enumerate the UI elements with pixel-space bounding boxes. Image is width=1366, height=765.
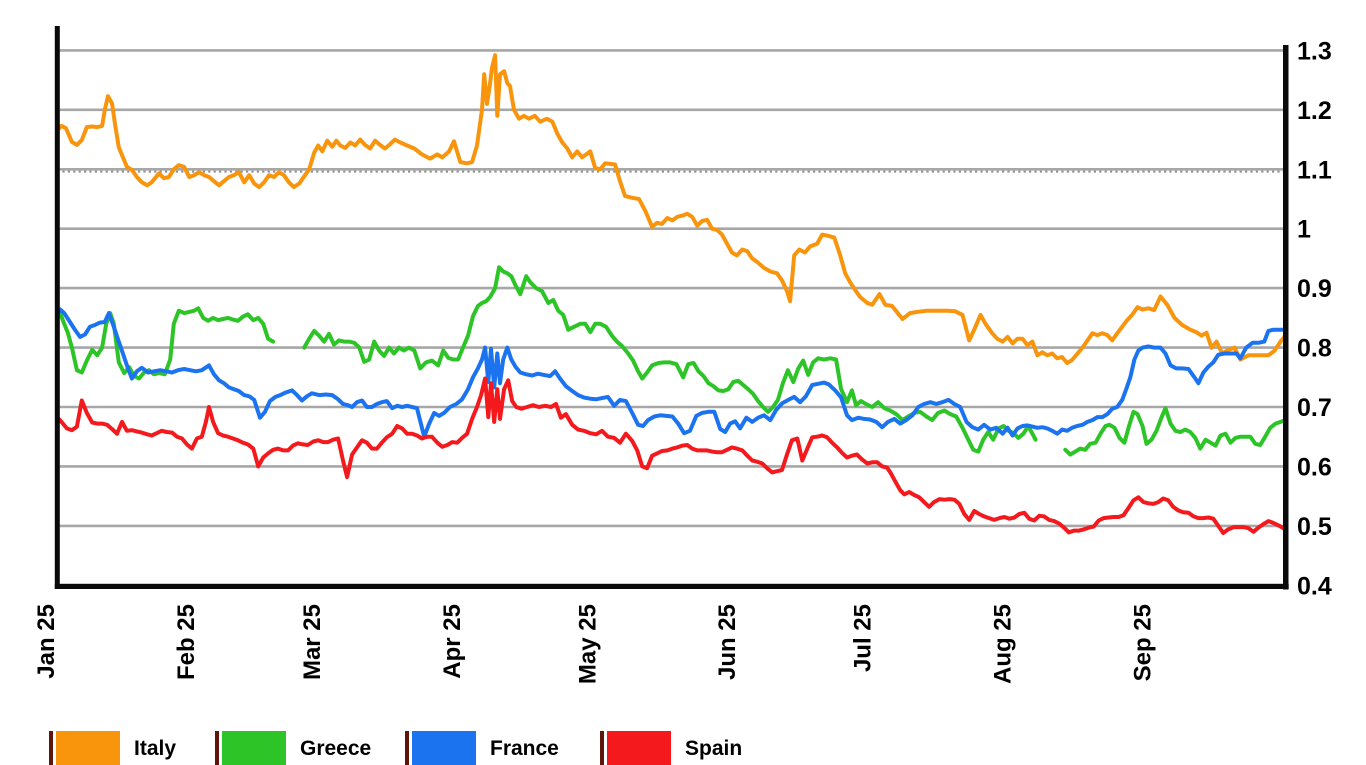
x-axis-label-apr-25: Apr 25 [439,604,466,679]
series-line-greece [55,306,276,381]
x-axis-label-may-25: May 25 [574,604,601,684]
y-axis-label-0.5: 0.5 [1297,513,1332,541]
legend-label-spain: Spain [685,737,743,760]
series-spain [55,376,1288,535]
series-greece [55,265,1288,457]
y-axis-line-left [54,26,60,589]
legend-swatch-france [412,731,476,765]
x-axis-label-jul-25: Jul 25 [850,604,877,672]
legend-label-france: France [490,737,559,760]
x-axis-label-mar-25: Mar 25 [299,604,326,680]
series-france [55,307,1288,439]
series-line-france [55,307,1288,439]
series-line-greece [1063,406,1288,457]
legend-label-italy: Italy [134,737,177,760]
legend-sliver-spain [600,731,604,765]
legend-swatch-greece [222,731,286,765]
y-axis-label-0.4: 0.4 [1297,572,1332,600]
series-line-greece [302,265,1038,454]
series-italy [55,53,1288,365]
legend-sliver-italy [49,731,53,765]
legend-swatch-spain [607,731,671,765]
x-axis-label-feb-25: Feb 25 [173,604,200,680]
y-axis-label-1.3: 1.3 [1297,37,1332,65]
x-axis-line [54,583,1289,589]
x-axis-label-jan-25: Jan 25 [33,604,60,679]
y-axis-label-1.1: 1.1 [1297,156,1332,184]
y-axis-line-right [1283,45,1289,590]
y-axis-label-0.7: 0.7 [1297,394,1332,422]
y-axis-label-0.9: 0.9 [1297,275,1332,303]
series-line-spain [55,376,1288,535]
gridlines [57,49,1284,528]
x-axis-label-sep-25: Sep 25 [1129,604,1156,681]
legend-label-greece: Greece [300,737,372,760]
x-axis-label-aug-25: Aug 25 [990,604,1017,684]
y-axis-label-1: 1 [1297,216,1311,244]
y-axis-label-0.6: 0.6 [1297,453,1332,481]
series-line-italy [55,53,1288,365]
legend-swatch-italy [56,731,120,765]
legend-sliver-greece [215,731,219,765]
y-axis-label-1.2: 1.2 [1297,97,1332,125]
x-axis-label-jun-25: Jun 25 [714,604,741,680]
legend-sliver-france [405,731,409,765]
y-axis-label-0.8: 0.8 [1297,335,1332,363]
